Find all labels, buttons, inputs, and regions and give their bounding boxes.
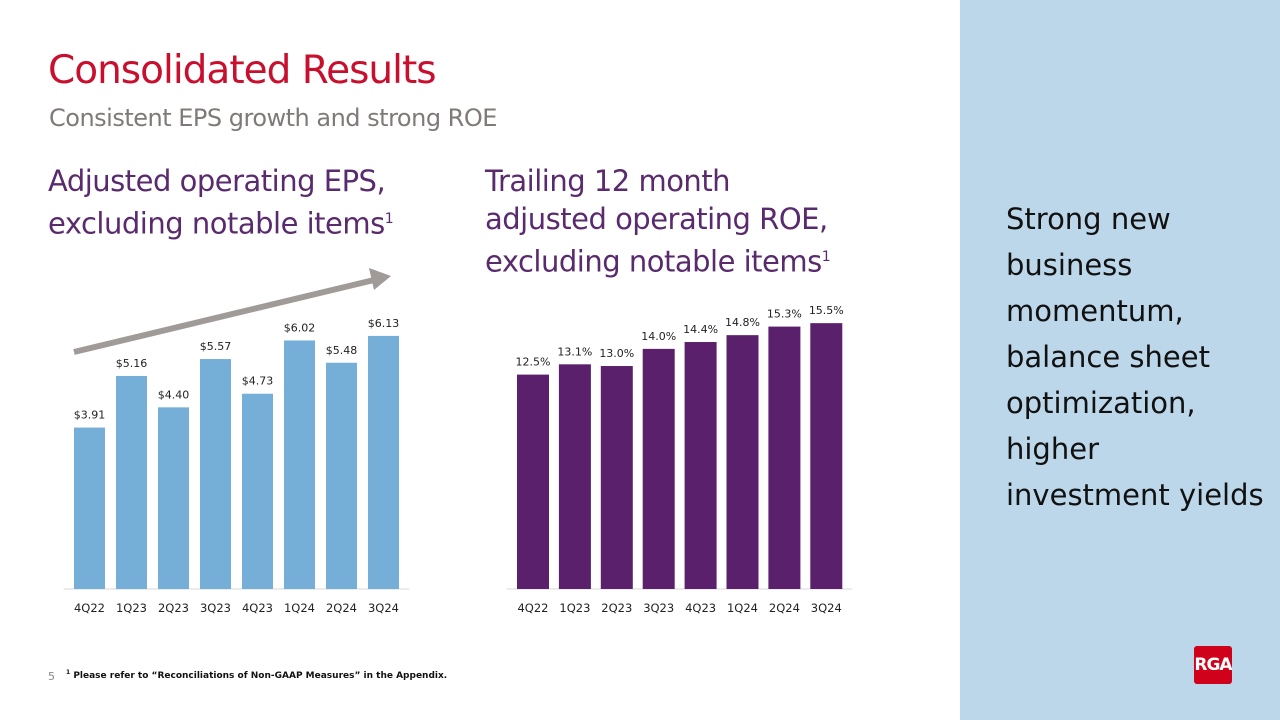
roe-title-line: Trailing 12 month bbox=[485, 164, 731, 198]
roe-data-label: 15.5% bbox=[809, 304, 844, 317]
trend-arrow bbox=[73, 277, 375, 355]
eps-bar bbox=[368, 335, 399, 589]
roe-title-line: adjusted operating ROE, bbox=[485, 202, 828, 236]
roe-title-line: excluding notable items bbox=[485, 244, 822, 279]
eps-x-tick-label: 2Q23 bbox=[158, 601, 189, 615]
eps-title-line: excluding notable items bbox=[48, 206, 385, 241]
eps-bar bbox=[326, 362, 357, 589]
page-number: 5 bbox=[48, 670, 55, 683]
roe-x-tick-label: 1Q23 bbox=[559, 601, 590, 615]
roe-x-tick-label: 4Q22 bbox=[517, 601, 548, 615]
eps-x-tick-label: 3Q23 bbox=[200, 601, 231, 615]
roe-bar bbox=[726, 335, 759, 589]
roe-data-label: 12.5% bbox=[516, 356, 551, 369]
trend-arrow-head bbox=[369, 268, 391, 290]
eps-data-label: $5.48 bbox=[326, 344, 358, 357]
roe-x-tick-label: 2Q24 bbox=[769, 601, 800, 615]
roe-x-tick-label: 4Q23 bbox=[685, 601, 716, 615]
roe-data-label: 15.3% bbox=[767, 308, 802, 321]
roe-bar bbox=[558, 364, 591, 589]
footnote-ref: 1 bbox=[384, 211, 394, 227]
page-subtitle: Consistent EPS growth and strong ROE bbox=[49, 104, 497, 132]
eps-x-tick-label: 2Q24 bbox=[326, 601, 357, 615]
eps-bar bbox=[116, 375, 147, 589]
roe-bar bbox=[810, 323, 843, 589]
eps-chart-title: Adjusted operating EPS, excluding notabl… bbox=[48, 162, 394, 243]
eps-data-label: $5.16 bbox=[116, 357, 148, 370]
side-panel-text: Strong new business momentum, balance sh… bbox=[1006, 202, 1264, 512]
roe-chart-title: Trailing 12 month adjusted operating ROE… bbox=[485, 162, 831, 281]
roe-bar bbox=[600, 366, 633, 589]
rga-logo: RGA bbox=[1194, 646, 1233, 684]
eps-bar bbox=[74, 427, 105, 589]
eps-data-label: $3.91 bbox=[74, 409, 106, 422]
roe-bar bbox=[684, 342, 717, 589]
eps-x-tick-label: 3Q24 bbox=[368, 601, 399, 615]
roe-data-label: 14.8% bbox=[725, 316, 760, 329]
eps-data-label: $4.73 bbox=[242, 375, 274, 388]
roe-bar bbox=[768, 326, 801, 589]
page-title: Consolidated Results bbox=[48, 48, 437, 93]
footnote-text: Please refer to “Reconciliations of Non-… bbox=[73, 671, 448, 681]
roe-data-label: 13.0% bbox=[599, 347, 634, 360]
eps-bar bbox=[242, 393, 273, 589]
roe-x-tick-label: 3Q23 bbox=[643, 601, 674, 615]
eps-x-tick-label: 1Q24 bbox=[284, 601, 315, 615]
eps-title-line: Adjusted operating EPS, bbox=[48, 164, 386, 198]
eps-x-tick-label: 4Q23 bbox=[242, 601, 273, 615]
charts: $3.91 4Q22 $5.16 1Q23 $4.40 2Q23 $5.57 3Q23 $4.7… bbox=[63, 268, 853, 615]
footnote: 1 Please refer to “Reconciliations of No… bbox=[66, 669, 447, 681]
eps-data-label: $6.13 bbox=[368, 317, 400, 330]
footnote-ref: 1 bbox=[821, 249, 831, 265]
roe-x-tick-label: 1Q24 bbox=[727, 601, 758, 615]
logo-text: RGA bbox=[1194, 655, 1232, 675]
eps-bar bbox=[284, 340, 315, 589]
roe-bar bbox=[517, 374, 549, 589]
eps-bar bbox=[200, 359, 231, 589]
roe-bar bbox=[642, 348, 675, 589]
roe-x-tick-label: 2Q23 bbox=[601, 601, 632, 615]
eps-x-tick-label: 1Q23 bbox=[116, 601, 147, 615]
roe-x-tick-label: 3Q24 bbox=[811, 601, 842, 615]
roe-data-label: 13.1% bbox=[557, 345, 592, 358]
eps-data-label: $6.02 bbox=[284, 321, 316, 334]
footnote-mark: 1 bbox=[66, 669, 71, 676]
eps-data-label: $5.57 bbox=[200, 340, 232, 353]
roe-data-label: 14.4% bbox=[683, 323, 718, 336]
eps-data-label: $4.40 bbox=[158, 388, 190, 401]
eps-bar bbox=[158, 407, 189, 589]
side-panel bbox=[960, 0, 1280, 720]
roe-data-label: 14.0% bbox=[641, 330, 676, 343]
eps-x-tick-label: 4Q22 bbox=[74, 601, 105, 615]
